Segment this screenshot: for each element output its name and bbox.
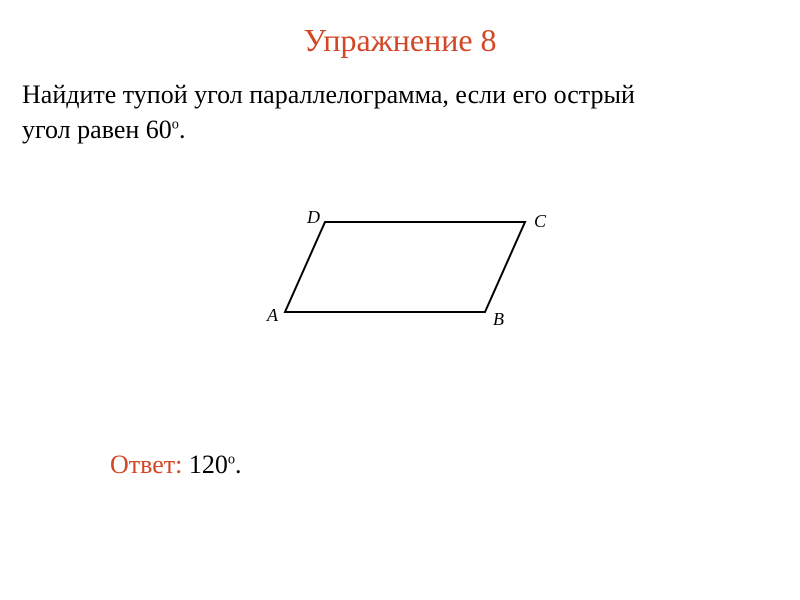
vertex-label-D: D <box>306 207 320 227</box>
question-line2-prefix: угол равен 60 <box>22 115 172 144</box>
question-line1: Найдите тупой угол параллелограмма, если… <box>22 80 635 109</box>
question-line2-suffix: . <box>179 115 186 144</box>
parallelogram-shape <box>285 222 525 312</box>
answer-label: Ответ: <box>110 450 189 479</box>
exercise-title: Упражнение 8 <box>0 0 800 77</box>
vertex-label-A: A <box>266 305 279 325</box>
parallelogram-diagram: A B C D <box>245 197 555 337</box>
vertex-label-C: C <box>534 211 547 231</box>
answer-value-sup: о <box>228 451 235 467</box>
answer-value-prefix: 120 <box>189 450 228 479</box>
diagram-container: A B C D <box>0 197 800 337</box>
answer-block: Ответ: 120о. <box>110 450 242 480</box>
answer-value-suffix: . <box>235 450 242 479</box>
question-text: Найдите тупой угол параллелограмма, если… <box>0 77 800 147</box>
question-line2-sup: о <box>172 116 179 132</box>
vertex-label-B: B <box>493 309 504 329</box>
